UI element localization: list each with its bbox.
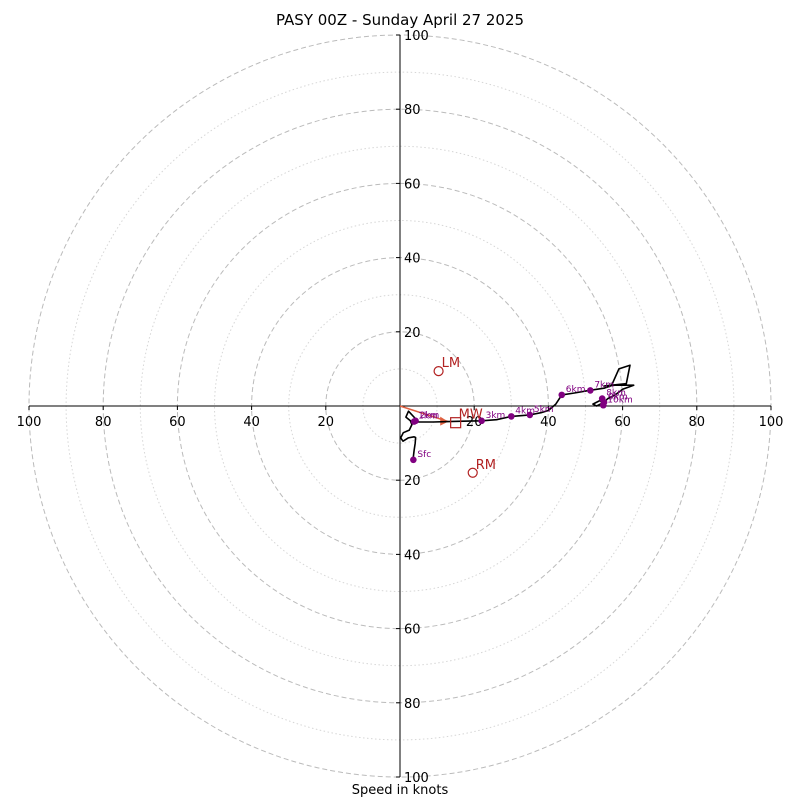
- y-tick-label: 60: [404, 623, 421, 638]
- height-point-10km: [600, 401, 607, 409]
- height-label-5km: 5km: [534, 405, 554, 415]
- y-tick-label: 100: [404, 771, 429, 786]
- height-point-5km: [526, 411, 534, 419]
- y-tick-label: 80: [404, 103, 421, 118]
- height-point-2km: [412, 417, 419, 425]
- x-tick-label: 100: [17, 415, 42, 430]
- shear-line: [399, 405, 449, 423]
- height-point-Sfc: [410, 456, 417, 464]
- x-tick-label: 80: [689, 415, 706, 430]
- height-point-7km: [587, 387, 594, 394]
- x-tick-label: 20: [318, 415, 335, 430]
- y-tick-label: 60: [404, 177, 421, 192]
- x-tick-label: 40: [243, 415, 260, 430]
- storm-motion-markers: LM RM MW: [433, 356, 496, 478]
- y-tick-label: 40: [404, 548, 421, 563]
- marker-MW: [450, 417, 462, 429]
- height-point-4km: [508, 413, 515, 420]
- y-tick-label: 80: [404, 697, 421, 712]
- marker-LM: [433, 366, 444, 377]
- chart-title: PASY 00Z - Sunday April 27 2025: [275, 11, 525, 29]
- y-tick-label: 20: [404, 474, 421, 489]
- height-label-1km: 1km: [418, 412, 438, 422]
- height-label-8km: 8km: [606, 389, 626, 399]
- tick-labels: 100 100 80 80 60 60 40 40 20 20 20 20 40 40 60 60 80 80 10…: [17, 29, 784, 786]
- height-label-3km: 3km: [486, 411, 506, 421]
- x-tick-label: 40: [540, 415, 557, 430]
- wind-profile: [399, 364, 635, 460]
- height-label-10km: 10km: [607, 395, 632, 405]
- height-label-4km: 4km: [515, 406, 535, 416]
- height-point-6km: [558, 391, 566, 399]
- height-label-Sfc: Sfc: [417, 450, 431, 460]
- height-label-7km: 7km: [594, 380, 614, 390]
- x-tick-label: 60: [169, 415, 186, 430]
- profile-line: [399, 364, 635, 460]
- x-tick-label: 60: [614, 415, 631, 430]
- x-tick-label: 80: [95, 415, 112, 430]
- marker-label-RM: RM: [476, 458, 496, 473]
- x-tick-label: 20: [466, 415, 483, 430]
- height-label-9km: 9km: [608, 392, 628, 402]
- height-label-2km: 2km: [420, 411, 440, 421]
- height-point-3km: [478, 417, 485, 425]
- y-tick-label: 100: [404, 29, 429, 44]
- y-tick-label: 20: [404, 326, 421, 341]
- x-axis-label: Speed in knots: [351, 783, 449, 798]
- marker-label-MW: MW: [459, 408, 483, 423]
- height-label-6km: 6km: [566, 385, 586, 395]
- marker-RM: [467, 467, 478, 478]
- y-tick-label: 40: [404, 252, 421, 267]
- marker-label-LM: LM: [442, 356, 460, 371]
- x-tick-label: 100: [759, 415, 784, 430]
